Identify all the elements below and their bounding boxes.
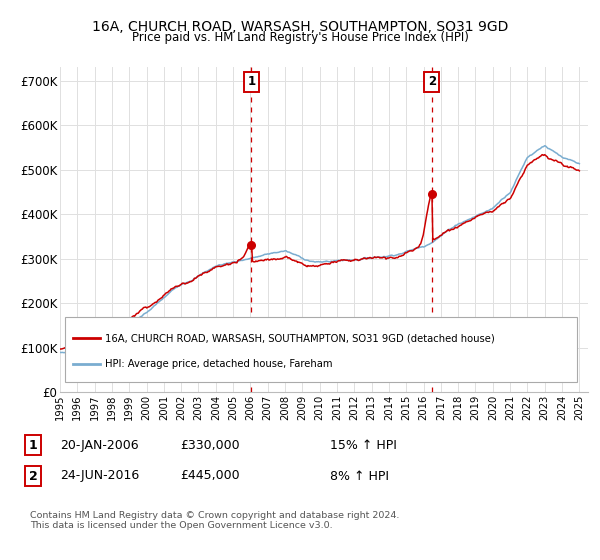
Text: 16A, CHURCH ROAD, WARSASH, SOUTHAMPTON, SO31 9GD: 16A, CHURCH ROAD, WARSASH, SOUTHAMPTON, … xyxy=(92,20,508,34)
Text: Price paid vs. HM Land Registry's House Price Index (HPI): Price paid vs. HM Land Registry's House … xyxy=(131,31,469,44)
Text: 2: 2 xyxy=(29,469,37,483)
Text: 8% ↑ HPI: 8% ↑ HPI xyxy=(330,469,389,483)
Text: £445,000: £445,000 xyxy=(180,469,239,483)
Text: 16A, CHURCH ROAD, WARSASH, SOUTHAMPTON, SO31 9GD (detached house): 16A, CHURCH ROAD, WARSASH, SOUTHAMPTON, … xyxy=(105,333,494,343)
Text: 2: 2 xyxy=(428,75,436,88)
Text: HPI: Average price, detached house, Fareham: HPI: Average price, detached house, Fare… xyxy=(105,360,332,370)
Text: £330,000: £330,000 xyxy=(180,438,239,452)
FancyBboxPatch shape xyxy=(65,318,577,382)
Text: 1: 1 xyxy=(29,438,37,452)
Text: Contains HM Land Registry data © Crown copyright and database right 2024.
This d: Contains HM Land Registry data © Crown c… xyxy=(30,511,400,530)
Text: 1: 1 xyxy=(247,75,256,88)
Text: 24-JUN-2016: 24-JUN-2016 xyxy=(60,469,139,483)
Text: 15% ↑ HPI: 15% ↑ HPI xyxy=(330,438,397,452)
Text: 20-JAN-2006: 20-JAN-2006 xyxy=(60,438,139,452)
